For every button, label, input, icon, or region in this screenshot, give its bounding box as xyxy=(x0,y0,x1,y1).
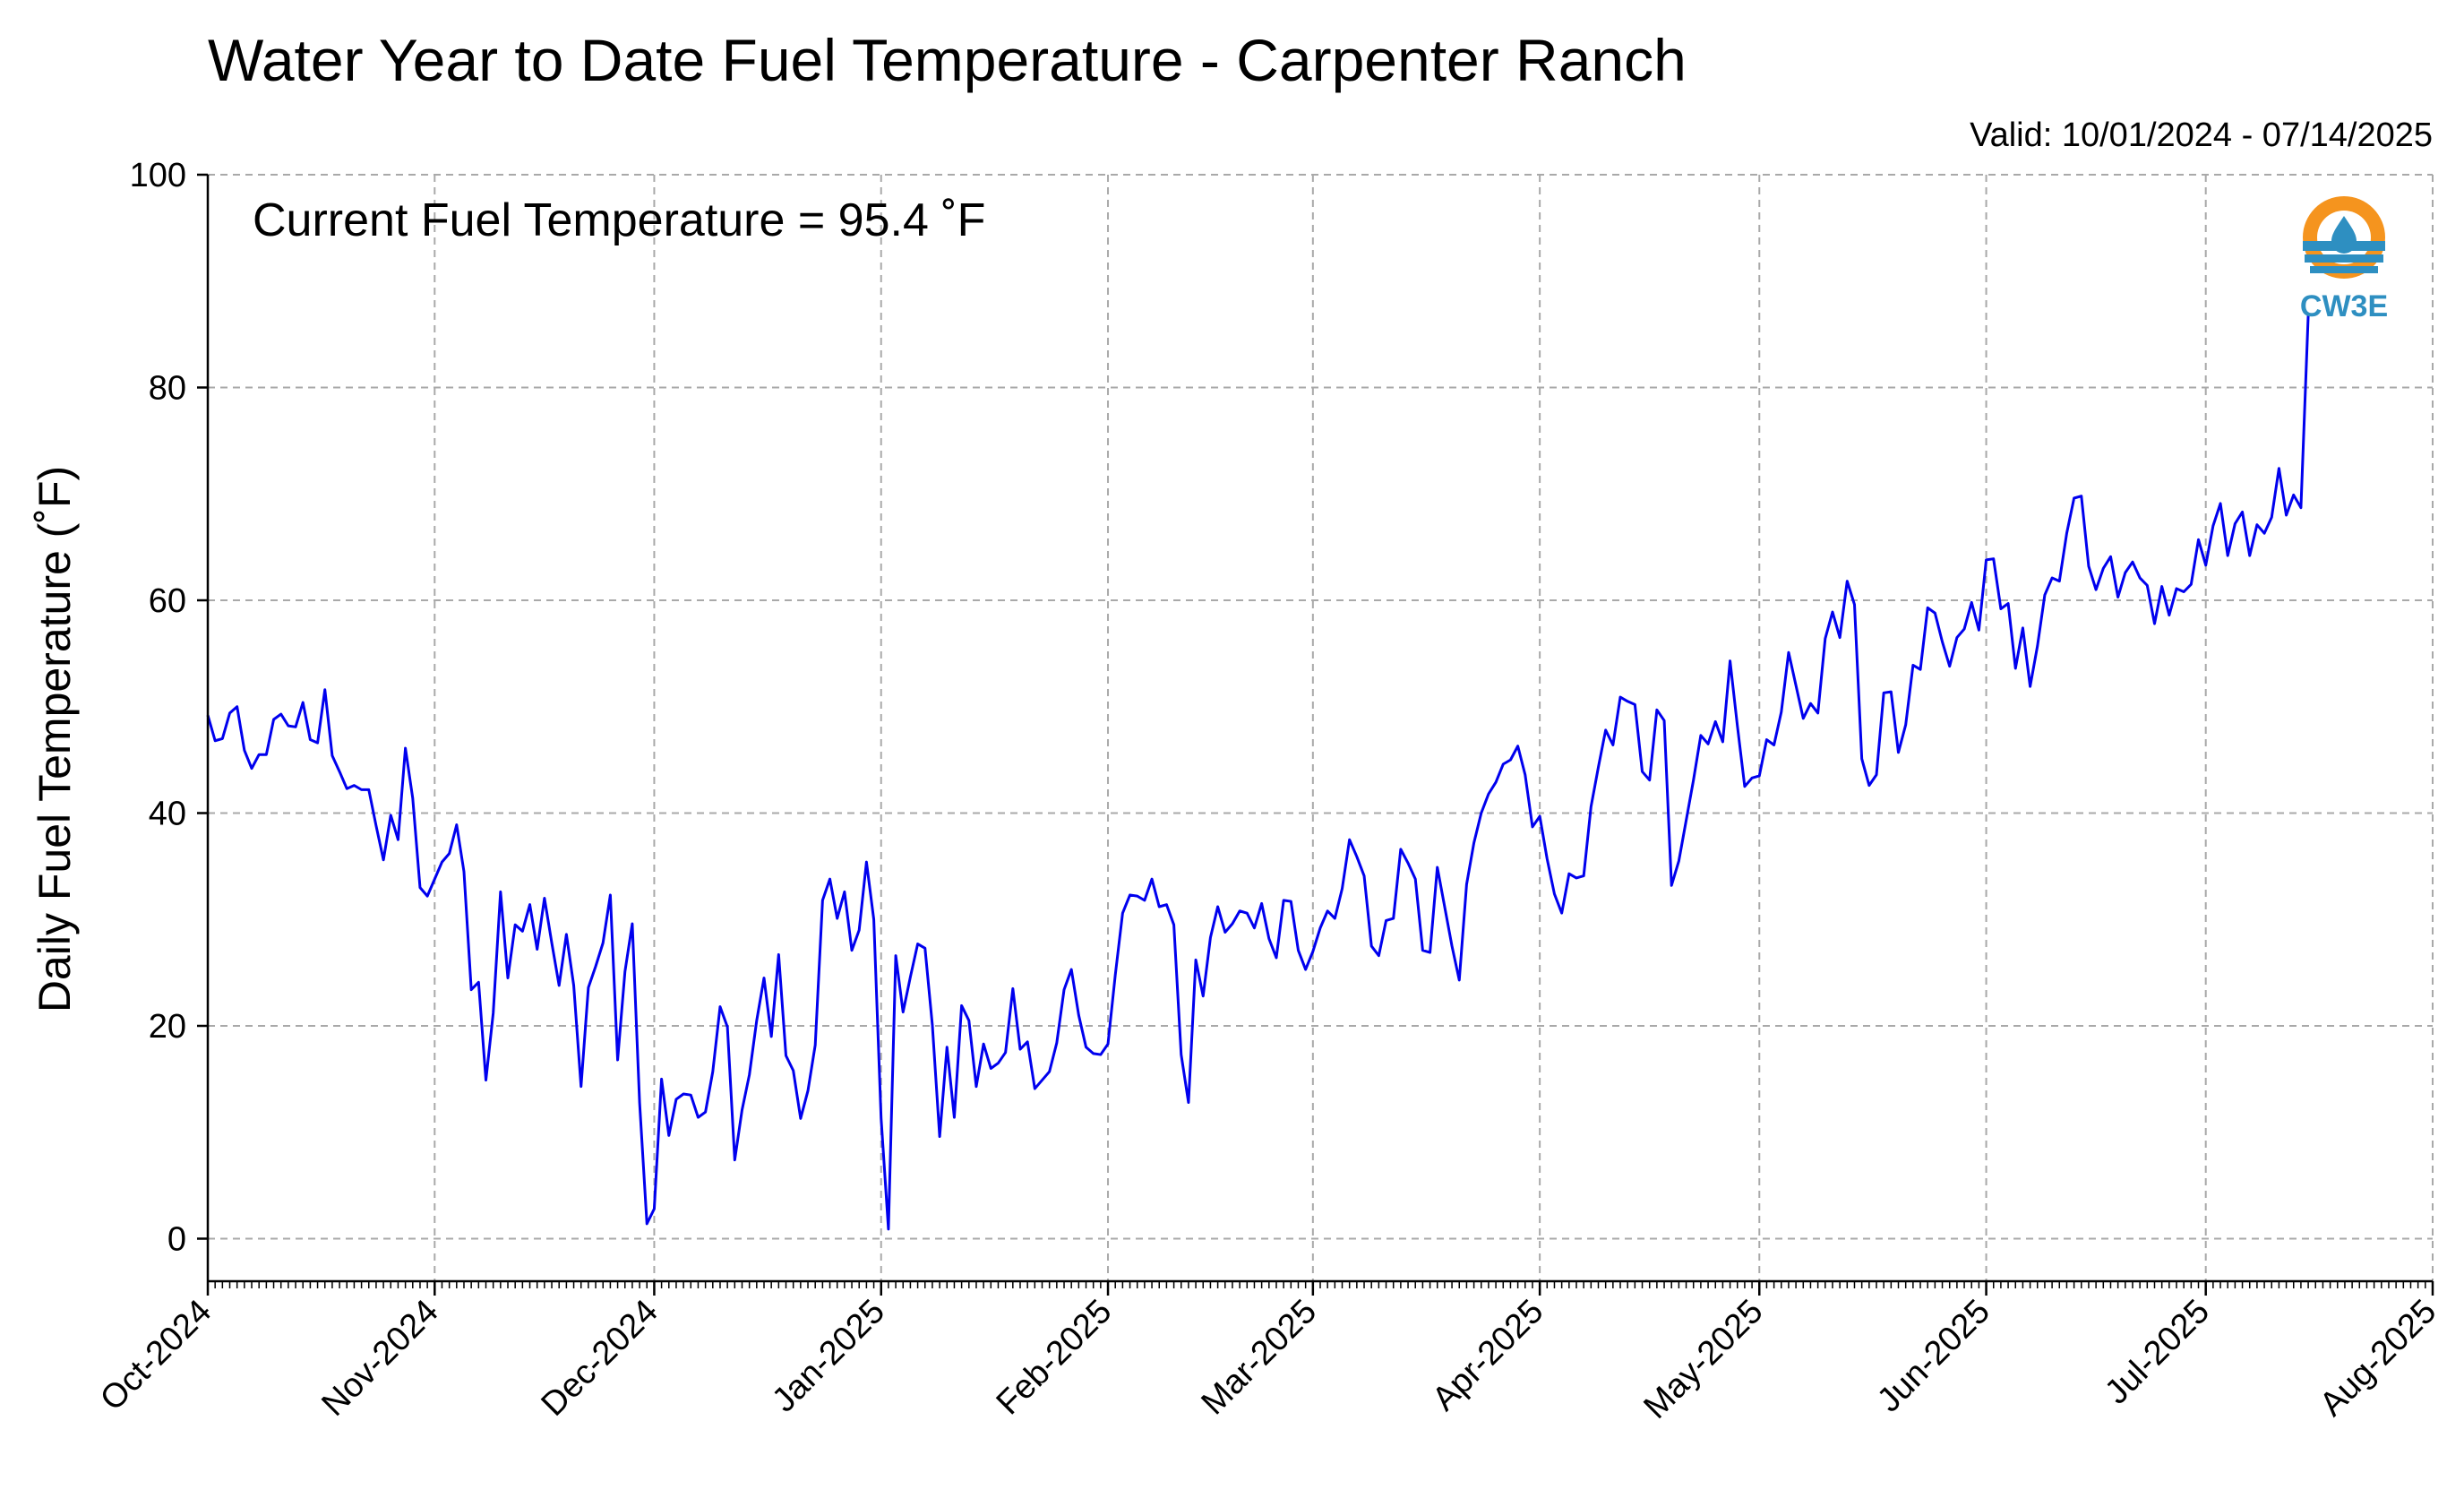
x-tick-label-May-2025: May-2025 xyxy=(1636,1293,1770,1426)
y-axis-ticks: 0 20 40 60 80 100 xyxy=(130,157,210,1281)
y-tick-label-60: 60 xyxy=(149,582,186,620)
cw3e-logo: CW3E xyxy=(2300,196,2388,323)
x-tick-label-Nov-2024: Nov-2024 xyxy=(314,1293,445,1424)
y-tick-label-100: 100 xyxy=(130,157,186,194)
x-tick-label-Mar-2025: Mar-2025 xyxy=(1194,1293,1324,1423)
y-tick-label-20: 20 xyxy=(149,1008,186,1046)
x-tick-label-Jan-2025: Jan-2025 xyxy=(765,1293,892,1420)
water-drop-icon xyxy=(2331,216,2357,254)
x-tick-label-Feb-2025: Feb-2025 xyxy=(990,1293,1120,1423)
gridlines xyxy=(207,174,2434,1281)
x-axis-minor-ticks xyxy=(207,1281,2434,1288)
x-axis-ticks: Oct-2024 Nov-2024 Dec-2024 Jan-2025 Feb-2025… xyxy=(93,1279,2443,1426)
y-tick-label-0: 0 xyxy=(167,1221,186,1259)
y-tick-label-80: 80 xyxy=(149,370,186,408)
x-tick-label-Jun-2025: Jun-2025 xyxy=(1870,1293,1997,1420)
x-tick-label-Dec-2024: Dec-2024 xyxy=(535,1293,665,1424)
y-axis-label: Daily Fuel Temperature (˚F) xyxy=(30,466,80,1012)
x-tick-label-Oct-2024: Oct-2024 xyxy=(93,1293,219,1418)
x-tick-label-Aug-2025: Aug-2025 xyxy=(2313,1293,2443,1424)
fuel-temperature-series-line xyxy=(206,314,2310,1231)
logo-text: CW3E xyxy=(2300,289,2388,323)
x-tick-label-Apr-2025: Apr-2025 xyxy=(1425,1293,1550,1418)
x-tick-label-Jul-2025: Jul-2025 xyxy=(2098,1293,2217,1412)
y-tick-label-40: 40 xyxy=(149,796,186,833)
valid-range: Valid: 10/01/2024 - 07/14/2025 xyxy=(1970,116,2433,154)
plot-area xyxy=(206,314,2310,1231)
current-fuel-temperature-annotation: Current Fuel Temperature = 95.4 ˚F xyxy=(253,194,985,246)
chart-title: Water Year to Date Fuel Temperature - Ca… xyxy=(208,27,1687,93)
